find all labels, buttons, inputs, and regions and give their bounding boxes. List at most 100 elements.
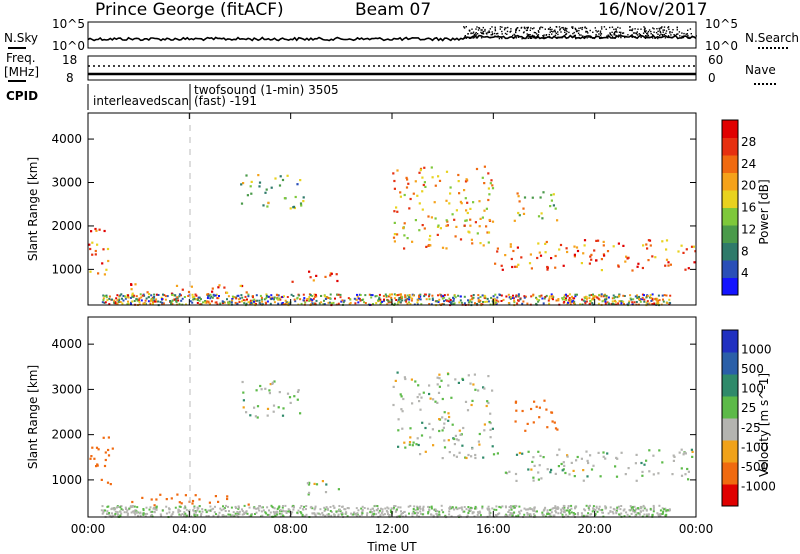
range-gate-cell (325, 483, 328, 486)
range-gate-cell (540, 212, 543, 215)
nsearch-point (683, 32, 685, 35)
range-gate-cell (384, 507, 387, 510)
range-gate-cell (260, 298, 263, 301)
range-gate-cell (360, 513, 363, 516)
nsearch-point (686, 33, 688, 35)
range-gate-cell (493, 299, 496, 302)
range-gate-cell (199, 303, 202, 306)
range-gate-cell (270, 504, 273, 507)
nsearch-point (592, 37, 594, 39)
range-gate-cell (505, 506, 507, 509)
range-gate-cell (151, 296, 154, 299)
range-gate-cell (257, 174, 260, 177)
range-gate-cell (276, 508, 279, 510)
range-gate-cell (359, 299, 362, 302)
range-gate-cell (680, 244, 683, 247)
range-gate-cell (613, 300, 616, 302)
range-gate-cell (255, 389, 258, 392)
range-gate-cell (516, 246, 519, 249)
range-gate-cell (445, 219, 448, 222)
range-gate-cell (273, 512, 276, 515)
range-gate-cell (430, 513, 433, 516)
range-gate-cell (469, 218, 472, 221)
range-gate-cell (450, 507, 453, 510)
range-gate-cell (227, 513, 230, 516)
nsearch-point (512, 37, 515, 39)
range-gate-cell (327, 301, 330, 304)
nsearch-point (595, 35, 597, 37)
range-gate-cell (538, 251, 541, 254)
range-gate-cell (460, 301, 463, 304)
range-gate-cell (496, 452, 499, 455)
nsearch-point (687, 29, 689, 31)
range-gate-cell (371, 294, 374, 297)
range-gate-cell (471, 242, 474, 245)
range-gate-cell (421, 208, 424, 211)
range-gate-cell (457, 173, 460, 177)
range-gate-cell (302, 200, 305, 203)
range-gate-cell (311, 299, 314, 302)
range-gate-cell (103, 301, 106, 304)
nsearch-point (465, 37, 468, 39)
nsearch-point (572, 35, 575, 38)
range-gate-cell (354, 302, 357, 305)
range-gate-cell (160, 514, 163, 517)
range-gate-cell (597, 239, 600, 242)
range-gate-cell (481, 507, 484, 510)
range-gate-cell (155, 498, 158, 501)
range-gate-cell (127, 302, 130, 305)
nsearch-point (607, 37, 609, 39)
range-gate-cell (562, 461, 565, 464)
range-gate-cell (266, 407, 270, 410)
range-gate-cell (140, 296, 143, 299)
range-gate-cell (440, 295, 443, 298)
range-gate-cell (448, 202, 451, 205)
nsearch-point (536, 34, 539, 37)
nsearch-point (563, 29, 566, 31)
nsearch-point (620, 31, 622, 34)
range-gate-cell (224, 510, 227, 512)
range-gate-cell (498, 293, 501, 296)
range-gate-cell (589, 513, 592, 516)
nsky-tick-bottom: 10^0 (52, 39, 85, 53)
range-gate-cell (501, 268, 504, 271)
nsearch-point (583, 35, 586, 38)
range-gate-cell (382, 299, 385, 302)
range-gate-cell (177, 508, 180, 511)
range-gate-cell (190, 285, 193, 288)
range-gate-cell (479, 296, 482, 298)
range-gate-cell (687, 470, 690, 473)
range-gate-cell (438, 513, 441, 516)
range-gate-cell (261, 514, 264, 517)
range-gate-cell (554, 505, 557, 508)
nsearch-point (531, 34, 534, 37)
range-gate-cell (300, 505, 303, 507)
range-gate-cell (392, 507, 395, 510)
range-gate-cell (645, 301, 648, 304)
nsearch-point (695, 35, 697, 37)
range-gate-cell (361, 299, 364, 301)
nsearch-point (476, 33, 479, 35)
nsearch-point (527, 37, 529, 39)
nsearch-point (491, 33, 494, 35)
range-gate-cell (127, 512, 129, 515)
range-gate-cell (180, 502, 183, 505)
range-gate-cell (141, 294, 144, 297)
range-gate-cell (122, 295, 125, 297)
range-gate-cell (306, 298, 309, 301)
nsearch-point (647, 36, 650, 39)
range-gate-cell (291, 511, 294, 514)
nsearch-point (542, 35, 544, 37)
nsearch-point (614, 31, 616, 33)
range-gate-cell (228, 510, 230, 513)
range-gate-cell (419, 298, 422, 301)
range-gate-cell (419, 167, 423, 170)
range-gate-cell (419, 453, 422, 456)
range-gate-cell (107, 513, 110, 516)
range-gate-cell (669, 263, 672, 266)
velocity-colorbar-tick: -500 (741, 460, 768, 474)
nsearch-point (601, 28, 603, 30)
range-gate-cell (643, 294, 645, 297)
nsearch-point (570, 35, 573, 38)
range-gate-cell (652, 506, 655, 509)
